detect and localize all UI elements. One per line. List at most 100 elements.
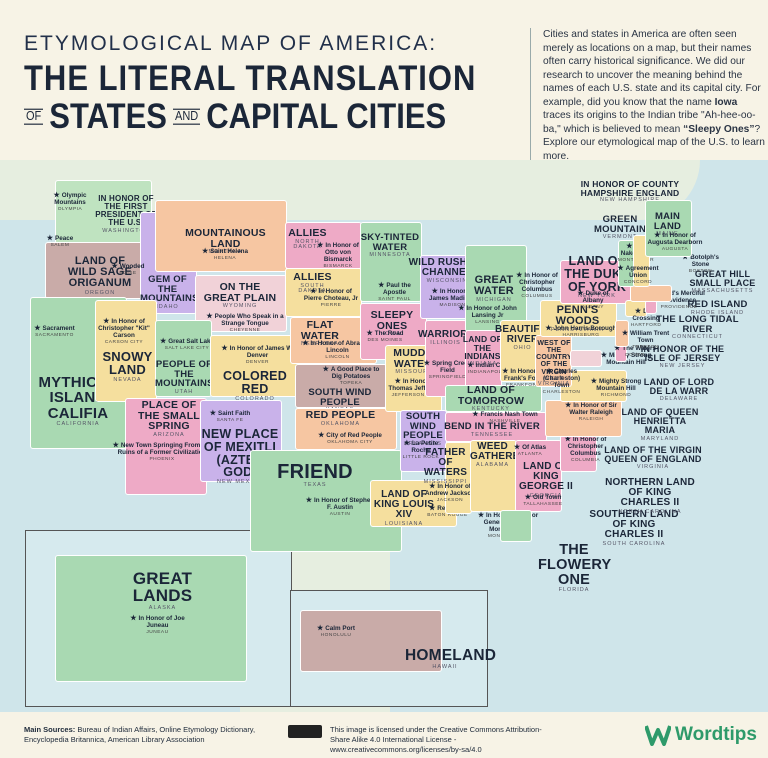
state-label: THE LONG TIDAL RIVER CONNECTICUT xyxy=(655,315,740,341)
capital-meaning: In Honor of Christopher "Kit" Carson xyxy=(98,318,150,339)
state-name: MICHIGAN xyxy=(476,297,512,304)
state-name: WASHINGTON xyxy=(102,227,150,234)
capital-meaning: Saint Faith xyxy=(210,410,250,417)
intro-text: Cities and states in America are often s… xyxy=(543,29,761,108)
state-region xyxy=(560,435,597,472)
state-meaning: GEM OF THE MOUNTAINS xyxy=(140,274,199,305)
capital-name: DOVER xyxy=(625,352,645,358)
footer: Main Sources: Bureau of Indian Affairs, … xyxy=(0,712,768,758)
state-name: NEW JERSEY xyxy=(659,363,706,370)
state-meaning: WILD RUSHING CHANNEL xyxy=(408,257,486,279)
state-label: GREAT LANDS ALASKA xyxy=(120,570,205,611)
state-meaning: LAND OF KING GEORGE II xyxy=(518,461,574,493)
capital-name: PHOENIX xyxy=(149,456,175,462)
state-name: ALABAMA xyxy=(476,462,509,469)
capital-meaning: Old Town xyxy=(525,494,561,501)
state-meaning: SOUTH WIND PEOPLE xyxy=(403,411,443,442)
capital-meaning: Charles (Charleston) Town xyxy=(543,368,580,389)
state-label: LAND OF THE DUKE OF YORK NEW YORK xyxy=(558,255,636,300)
state-name: ARKANSAS xyxy=(404,441,442,448)
state-region xyxy=(155,320,212,397)
capital-name: SALT LAKE CITY xyxy=(164,345,210,351)
state-meaning: GREAT WATER xyxy=(474,274,514,298)
capital-meaning: In Honor of Andrew Jackson xyxy=(425,483,475,497)
capital-name: PIERRE xyxy=(320,302,342,308)
state-meaning: SOUTH WIND PEOPLE xyxy=(308,387,372,408)
state-meaning: COLORED RED xyxy=(223,369,287,396)
capital-name: MADISON xyxy=(439,302,466,308)
state-name: NEW HAMPSHIRE xyxy=(599,197,661,204)
state-meaning: LAND OF QUEEN HENRIETTA MARIA xyxy=(621,407,699,436)
sources: Main Sources: Bureau of Indian Affairs, … xyxy=(24,725,264,745)
state-meaning: LAND OF WILD SAGE ORIGANUM xyxy=(67,255,133,290)
state-region xyxy=(500,510,532,542)
capital-meaning: In Honor of Otto von Bismarck xyxy=(317,242,359,263)
capital-name: LINCOLN xyxy=(325,354,350,360)
state-meaning: LAND OF THE DUKE OF YORK xyxy=(564,254,630,294)
state-name: MONTANA xyxy=(208,249,243,256)
state-meaning: GREEN MOUNTAINS xyxy=(594,214,653,235)
state-name: OREGON xyxy=(84,289,116,296)
capital-name: HARTFORD xyxy=(630,322,662,328)
state-name: IDAHO xyxy=(156,304,179,311)
state-name: FLORIDA xyxy=(558,587,590,594)
state-meaning: MAIN LAND xyxy=(653,211,682,232)
intro-text: ? Explore our etymological map of the U.… xyxy=(543,123,765,162)
state-meaning: RED PEOPLE xyxy=(305,409,376,421)
state-name: NEW YORK xyxy=(578,293,616,300)
state-region xyxy=(295,364,387,408)
capital-meaning: In Honor of Augusta Dearborn xyxy=(648,232,703,246)
state-meaning: WARRIORS xyxy=(418,329,475,340)
state-meaning: ON THE GREAT PLAIN xyxy=(203,281,277,304)
state-meaning: LAND OF KING LOUIS XIV xyxy=(373,489,435,521)
state-meaning: BEND IN THE RIVER xyxy=(444,421,540,432)
state-meaning: PEOPLE OF THE MOUNTAINS xyxy=(155,359,214,390)
capital-meaning: City of Red People xyxy=(318,432,382,439)
state-meaning: GREAT LANDS xyxy=(132,569,193,606)
state-label: THE FLOWERY ONE FLORIDA xyxy=(538,543,611,594)
state-meaning: MOUNTAINOUS LAND xyxy=(185,227,266,250)
state-region xyxy=(515,440,562,512)
state-label: PLACE OF THE SMALL SPRING ARIZONA xyxy=(133,400,205,439)
state-label: IN HONOR OF THE FIRST PRESIDENT OF THE U… xyxy=(95,194,157,234)
state-meaning: SLEEPY ONES xyxy=(370,309,414,332)
title-line1: ETYMOLOGICAL MAP OF AMERICA: xyxy=(24,32,438,55)
state-label: SKY-TINTED WATER MINNESOTA xyxy=(358,233,422,259)
capital-meaning: Saint Helena xyxy=(202,248,248,255)
state-region xyxy=(615,320,629,347)
capital-meaning: Wooded xyxy=(112,263,145,270)
state-name: NEVADA xyxy=(113,376,142,383)
capital-meaning: Duke of Albany xyxy=(577,290,608,304)
state-meaning: PLACE OF THE SMALL SPRING xyxy=(138,399,200,433)
state-region xyxy=(445,385,542,412)
capital-name: AUGUSTA xyxy=(661,246,689,252)
capital-name: SALEM xyxy=(50,242,70,248)
logo xyxy=(645,725,671,746)
capital-name: COLUMBIA xyxy=(570,457,601,463)
capital-meaning: In Honor of Joe Juneau xyxy=(130,615,184,629)
state-meaning: SOUTHERN LAND OF KING CHARLES II xyxy=(589,509,679,541)
capital-meaning: In Honor of Sir Walter Raleigh xyxy=(565,402,617,416)
capital-name: JUNEAU xyxy=(146,629,169,635)
state-label: RED ISLAND RHODE ISLAND xyxy=(680,300,755,316)
state-region xyxy=(570,350,602,367)
state-name: GEORGIA xyxy=(529,492,563,499)
state-region xyxy=(545,400,622,437)
state-name: MARYLAND xyxy=(640,435,680,442)
title-and: AND xyxy=(172,108,201,125)
state-name: MAINE xyxy=(656,231,679,238)
state-name: IOWA xyxy=(382,331,402,338)
